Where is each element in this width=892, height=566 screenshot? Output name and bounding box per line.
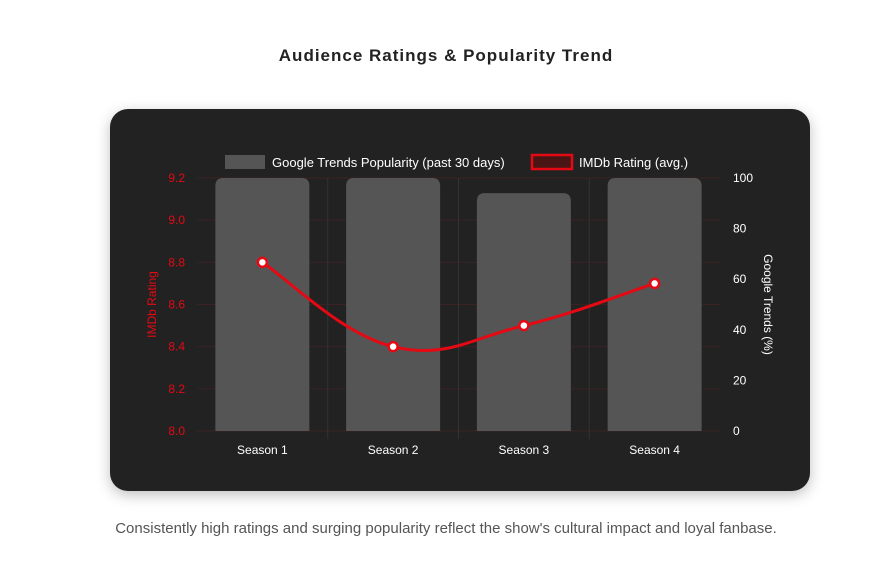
x-tick-label: Season 1 bbox=[237, 443, 288, 457]
left-tick-label: 8.8 bbox=[168, 255, 185, 269]
bar bbox=[476, 193, 571, 431]
left-tick-label: 8.6 bbox=[168, 298, 185, 312]
right-tick-label: 80 bbox=[733, 222, 747, 236]
x-tick-label: Season 2 bbox=[368, 443, 419, 457]
right-tick-label: 40 bbox=[733, 323, 747, 337]
x-tick-label: Season 3 bbox=[499, 443, 550, 457]
rating-point bbox=[648, 277, 661, 290]
legend-label-imdb: IMDb Rating (avg.) bbox=[579, 155, 688, 170]
right-axis-label: Google Trends (%) bbox=[761, 254, 775, 355]
bar bbox=[346, 178, 441, 431]
left-tick-label: 9.0 bbox=[168, 213, 185, 227]
x-tick-label: Season 4 bbox=[629, 443, 680, 457]
left-tick-label: 9.2 bbox=[168, 171, 185, 185]
chart-title: Audience Ratings & Popularity Trend bbox=[278, 46, 614, 65]
right-tick-label: 100 bbox=[733, 171, 753, 185]
rating-point bbox=[256, 256, 269, 269]
chart-caption: Consistently high ratings and surging po… bbox=[115, 520, 777, 537]
bar bbox=[215, 178, 310, 431]
left-tick-label: 8.2 bbox=[168, 382, 185, 396]
legend-swatch-trends bbox=[225, 155, 265, 169]
left-tick-label: 8.0 bbox=[168, 424, 185, 438]
rating-point bbox=[387, 340, 399, 353]
right-tick-label: 20 bbox=[733, 373, 747, 387]
rating-point bbox=[518, 319, 530, 332]
legend-swatch-imdb bbox=[530, 153, 574, 171]
legend-label-trends: Google Trends Popularity (past 30 days) bbox=[272, 155, 505, 170]
left-axis-label: IMDb Rating bbox=[145, 271, 159, 338]
right-tick-label: 0 bbox=[733, 424, 740, 438]
bar bbox=[607, 178, 702, 431]
left-tick-label: 8.4 bbox=[168, 340, 185, 354]
right-tick-label: 60 bbox=[733, 272, 747, 286]
rating-line bbox=[261, 261, 656, 352]
